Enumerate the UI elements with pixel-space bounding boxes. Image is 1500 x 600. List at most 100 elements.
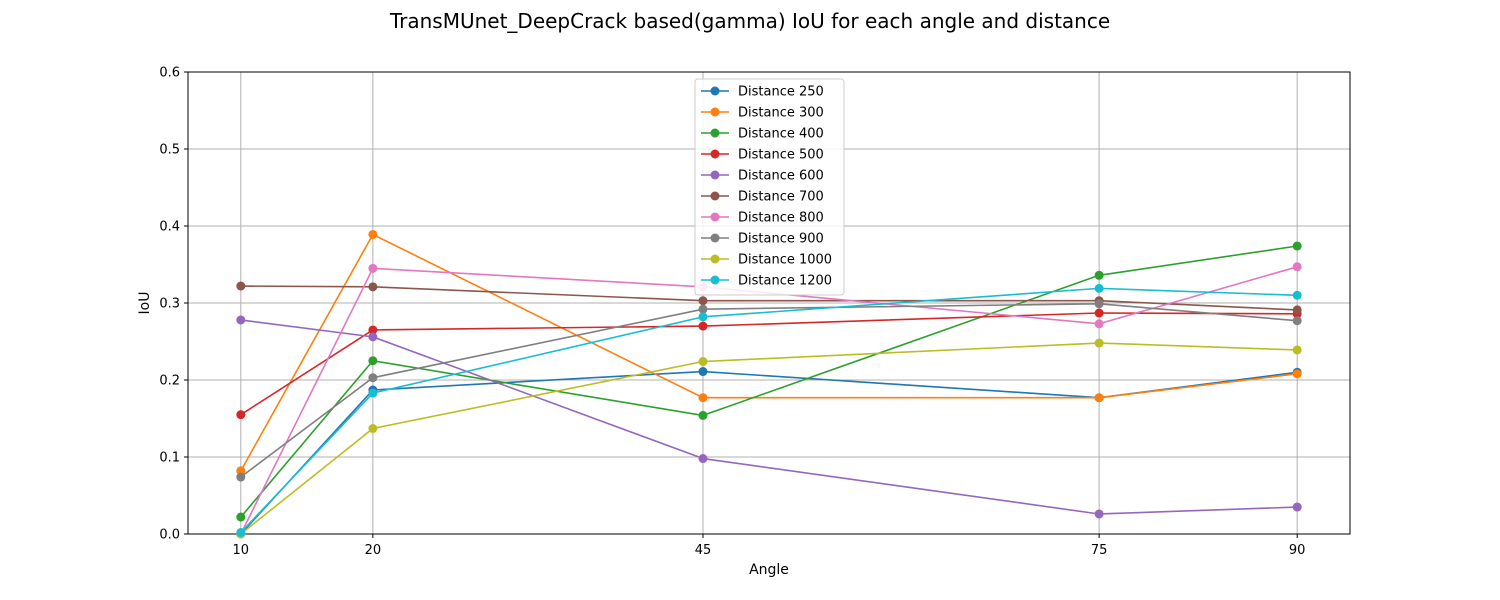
legend-item: Distance 800: [701, 211, 824, 226]
legend-marker: [710, 149, 720, 159]
x-tick-label: 75: [1091, 543, 1108, 558]
legend-item: Distance 900: [701, 232, 824, 247]
legend: Distance 250 Distance 300 Distance 400 Dist…: [694, 78, 845, 296]
y-tick-label: 0.1: [159, 451, 180, 466]
legend-item: Distance 700: [701, 190, 824, 205]
legend-marker: [710, 212, 720, 222]
legend-label: Distance 300: [738, 106, 824, 121]
legend-item: Distance 400: [701, 127, 824, 142]
data-point: [1292, 369, 1302, 379]
data-point: [368, 282, 378, 292]
y-axis-label: IoU: [137, 292, 153, 315]
y-tick-label: 0.5: [159, 143, 180, 158]
data-point: [698, 312, 708, 322]
data-point: [1094, 509, 1104, 519]
data-point: [236, 512, 246, 522]
data-point: [1094, 393, 1104, 403]
data-point: [1292, 502, 1302, 512]
series-line: [240, 312, 1298, 416]
series-line: [240, 319, 1298, 515]
legend-marker: [710, 170, 720, 180]
data-point: [698, 367, 708, 377]
x-tick-label: 90: [1289, 543, 1306, 558]
legend-item: Distance 600: [701, 169, 824, 184]
chart-title: TransMUnet_DeepCrack based(gamma) IoU fo…: [389, 9, 1110, 33]
x-tick-label: 10: [233, 543, 250, 558]
series-line: [240, 287, 1298, 534]
series-distance-400: [236, 241, 1302, 522]
legend-marker: [710, 107, 720, 117]
y-tick-label: 0.2: [159, 374, 180, 389]
legend-label: Distance 1200: [738, 274, 832, 289]
series-distance-1200: [236, 283, 1302, 537]
data-point: [236, 527, 246, 537]
legend-label: Distance 600: [738, 169, 824, 184]
data-point: [698, 304, 708, 314]
legend-marker: [710, 191, 720, 201]
legend-marker: [710, 275, 720, 285]
data-point: [1094, 319, 1104, 329]
y-tick-label: 0.3: [159, 297, 180, 312]
x-tick-label: 45: [695, 543, 712, 558]
legend-marker: [710, 86, 720, 96]
legend-item: Distance 1000: [701, 253, 832, 268]
legend-marker: [710, 233, 720, 243]
data-point: [698, 321, 708, 331]
series-distance-800: [236, 262, 1302, 539]
legend-label: Distance 250: [738, 85, 824, 100]
series-line: [240, 370, 1298, 535]
legend-item: Distance 300: [701, 106, 824, 121]
data-point: [368, 263, 378, 273]
data-point: [368, 424, 378, 434]
legend-item: Distance 1200: [701, 274, 832, 289]
legend-item: Distance 500: [701, 148, 824, 163]
y-tick-label: 0.6: [159, 66, 180, 81]
data-point: [698, 454, 708, 464]
data-point: [1094, 283, 1104, 293]
data-point: [236, 466, 246, 476]
data-point: [368, 356, 378, 366]
series-lines: [236, 229, 1302, 539]
data-point: [1094, 270, 1104, 280]
data-point: [1292, 241, 1302, 251]
data-point: [236, 472, 246, 482]
legend-label: Distance 800: [738, 211, 824, 226]
series-distance-1000: [236, 338, 1302, 539]
data-point: [1292, 262, 1302, 272]
legend-label: Distance 1000: [738, 253, 832, 268]
data-point: [1094, 308, 1104, 318]
legend-label: Distance 900: [738, 232, 824, 247]
data-point: [1094, 338, 1104, 348]
data-point: [368, 388, 378, 398]
series-distance-900: [236, 299, 1302, 482]
legend-marker: [710, 128, 720, 138]
legend-box: [694, 78, 845, 296]
data-point: [1292, 290, 1302, 300]
x-axis-label: Angle: [749, 562, 789, 578]
series-distance-300: [236, 229, 1302, 476]
legend-label: Distance 500: [738, 148, 824, 163]
data-point: [698, 393, 708, 403]
data-point: [698, 357, 708, 367]
data-point: [1292, 305, 1302, 315]
data-point: [1094, 299, 1104, 309]
data-point: [236, 410, 246, 420]
data-point: [368, 325, 378, 335]
legend-marker: [710, 254, 720, 264]
data-point: [1292, 316, 1302, 326]
y-tick-label: 0.4: [159, 220, 180, 235]
series-distance-600: [236, 315, 1302, 519]
y-tick-label: 0.0: [159, 528, 180, 543]
legend-label: Distance 400: [738, 127, 824, 142]
x-tick-label: 20: [365, 543, 382, 558]
data-point: [368, 373, 378, 383]
data-point: [236, 315, 246, 325]
axis-ticks: 10 20 45 75 90 0.0 0.1 0.2 0.3 0.4 0.5 0.6: [159, 66, 1305, 559]
data-point: [236, 281, 246, 291]
data-point: [1292, 345, 1302, 355]
legend-item: Distance 250: [701, 85, 824, 100]
data-point: [698, 410, 708, 420]
legend-label: Distance 700: [738, 190, 824, 205]
data-point: [368, 332, 378, 342]
